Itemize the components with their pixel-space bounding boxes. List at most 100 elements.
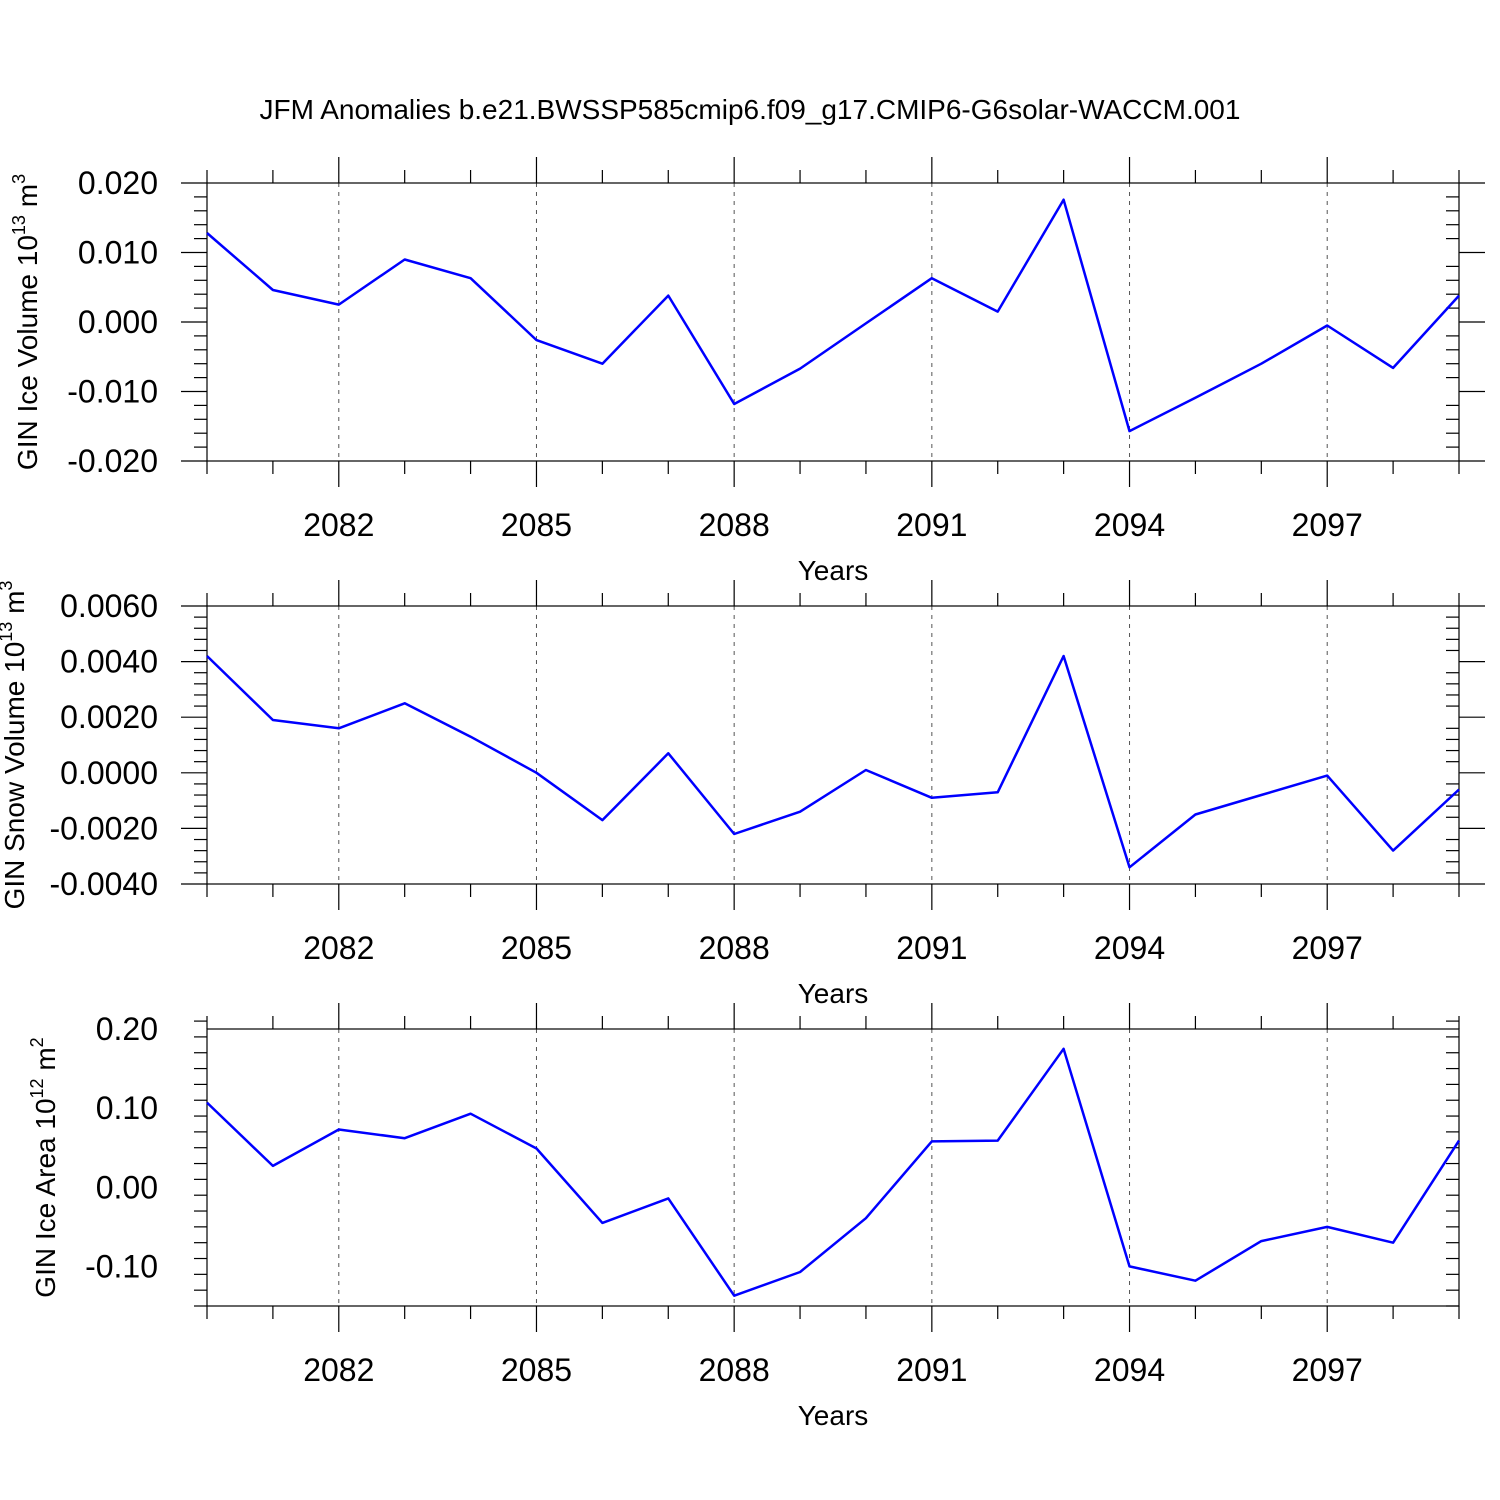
data-point xyxy=(534,338,538,342)
panel-2: -0.0040 -0.0020 0.0000 0.0020 0.0040 0.0060 20… xyxy=(0,580,1485,1009)
data-point xyxy=(864,1216,868,1220)
data-point xyxy=(469,276,473,280)
series-line xyxy=(206,1047,1461,1297)
x-axis-title: Years xyxy=(798,1400,869,1431)
data-point xyxy=(1325,1225,1329,1229)
x-tick-label: 2088 xyxy=(699,507,770,543)
data-point xyxy=(337,303,341,307)
data-point xyxy=(798,810,802,814)
data-point xyxy=(732,402,736,406)
x-tick-label: 2097 xyxy=(1292,507,1363,543)
data-point xyxy=(1128,429,1132,433)
data-point xyxy=(205,1101,209,1105)
data-point xyxy=(996,310,1000,314)
y-tick-label: 0.00 xyxy=(96,1169,158,1205)
data-point xyxy=(864,321,868,325)
x-tick-label: 2097 xyxy=(1292,930,1363,966)
data-point xyxy=(205,654,209,658)
x-tick-label: 2085 xyxy=(501,930,572,966)
data-point xyxy=(930,1139,934,1143)
data-point xyxy=(271,718,275,722)
data-point xyxy=(732,1294,736,1298)
data-point xyxy=(996,790,1000,794)
data-point xyxy=(469,1112,473,1116)
data-point xyxy=(205,231,209,235)
data-point xyxy=(600,1221,604,1225)
data-point xyxy=(1062,1047,1066,1051)
y-tick-label: 0.0000 xyxy=(60,755,158,791)
data-point xyxy=(1325,774,1329,778)
y-tick-label: 0.10 xyxy=(96,1090,158,1126)
x-axis-title: Years xyxy=(798,555,869,586)
data-point xyxy=(1259,362,1263,366)
x-tick-label: 2085 xyxy=(501,507,572,543)
panel-1: -0.020 -0.010 0.000 0.010 0.020 2082 2085 2088 2… xyxy=(9,157,1485,586)
data-point xyxy=(1457,787,1461,791)
y-tick-label: -0.0040 xyxy=(49,866,158,902)
y-tick-label: 0.020 xyxy=(78,165,158,201)
data-point xyxy=(403,257,407,261)
data-point xyxy=(666,1196,670,1200)
x-tick-label: 2088 xyxy=(699,1352,770,1388)
data-point xyxy=(1325,323,1329,327)
data-point xyxy=(1128,865,1132,869)
data-point xyxy=(1259,793,1263,797)
data-point xyxy=(666,751,670,755)
data-point xyxy=(798,367,802,371)
data-point xyxy=(864,768,868,772)
data-point xyxy=(1391,1241,1395,1245)
plot-frame xyxy=(206,1028,1460,1307)
series-line xyxy=(206,198,1460,433)
x-tick-label: 2091 xyxy=(896,1352,967,1388)
x-tick-label: 2082 xyxy=(303,930,374,966)
y-tick-label: -0.010 xyxy=(67,374,158,410)
plot-frame xyxy=(206,182,1460,462)
data-point xyxy=(1062,198,1066,202)
x-tick-label: 2094 xyxy=(1094,1352,1165,1388)
y-tick-label: 0.010 xyxy=(78,235,158,271)
data-point xyxy=(600,818,604,822)
x-tick-label: 2094 xyxy=(1094,507,1165,543)
data-point xyxy=(1193,396,1197,400)
data-point xyxy=(271,288,275,292)
y-tick-label: -0.0020 xyxy=(49,810,158,846)
data-point xyxy=(337,1128,341,1132)
data-point xyxy=(930,796,934,800)
x-tick-label: 2094 xyxy=(1094,930,1165,966)
x-tick-label: 2091 xyxy=(896,930,967,966)
x-tick-label: 2085 xyxy=(501,1352,572,1388)
series-line xyxy=(206,654,1460,869)
y-axis-title: GIN Ice Area 1012 m2 xyxy=(27,1037,61,1297)
data-point xyxy=(666,294,670,298)
plot-frame xyxy=(206,605,1460,885)
panel-3: -0.10 0.00 0.10 0.20 2082 2085 2088 2091 2094 209… xyxy=(27,1003,1461,1431)
data-point xyxy=(469,735,473,739)
data-point xyxy=(1391,366,1395,370)
y-axis-title: GIN Ice Volume 1013 m3 xyxy=(9,174,43,470)
y-tick-label: 0.0040 xyxy=(60,644,158,680)
data-point xyxy=(403,701,407,705)
figure-title: JFM Anomalies b.e21.BWSSP585cmip6.f09_g1… xyxy=(260,94,1241,125)
data-point xyxy=(1457,294,1461,298)
y-tick-label: 0.0060 xyxy=(60,588,158,624)
data-point xyxy=(1128,1264,1132,1268)
data-point xyxy=(534,1147,538,1151)
data-point xyxy=(996,1139,1000,1143)
x-tick-label: 2091 xyxy=(896,507,967,543)
x-axis-title: Years xyxy=(798,978,869,1009)
data-point xyxy=(337,726,341,730)
data-point xyxy=(798,1270,802,1274)
data-point xyxy=(403,1136,407,1140)
x-tick-label: 2088 xyxy=(699,930,770,966)
x-tick-label: 2082 xyxy=(303,507,374,543)
data-point xyxy=(1062,654,1066,658)
x-tick-label: 2082 xyxy=(303,1352,374,1388)
data-point xyxy=(271,1164,275,1168)
data-point xyxy=(600,362,604,366)
data-point xyxy=(1193,1279,1197,1283)
data-point xyxy=(1193,813,1197,817)
data-point xyxy=(1391,849,1395,853)
data-point xyxy=(1457,1139,1461,1143)
y-tick-label: 0.000 xyxy=(78,304,158,340)
